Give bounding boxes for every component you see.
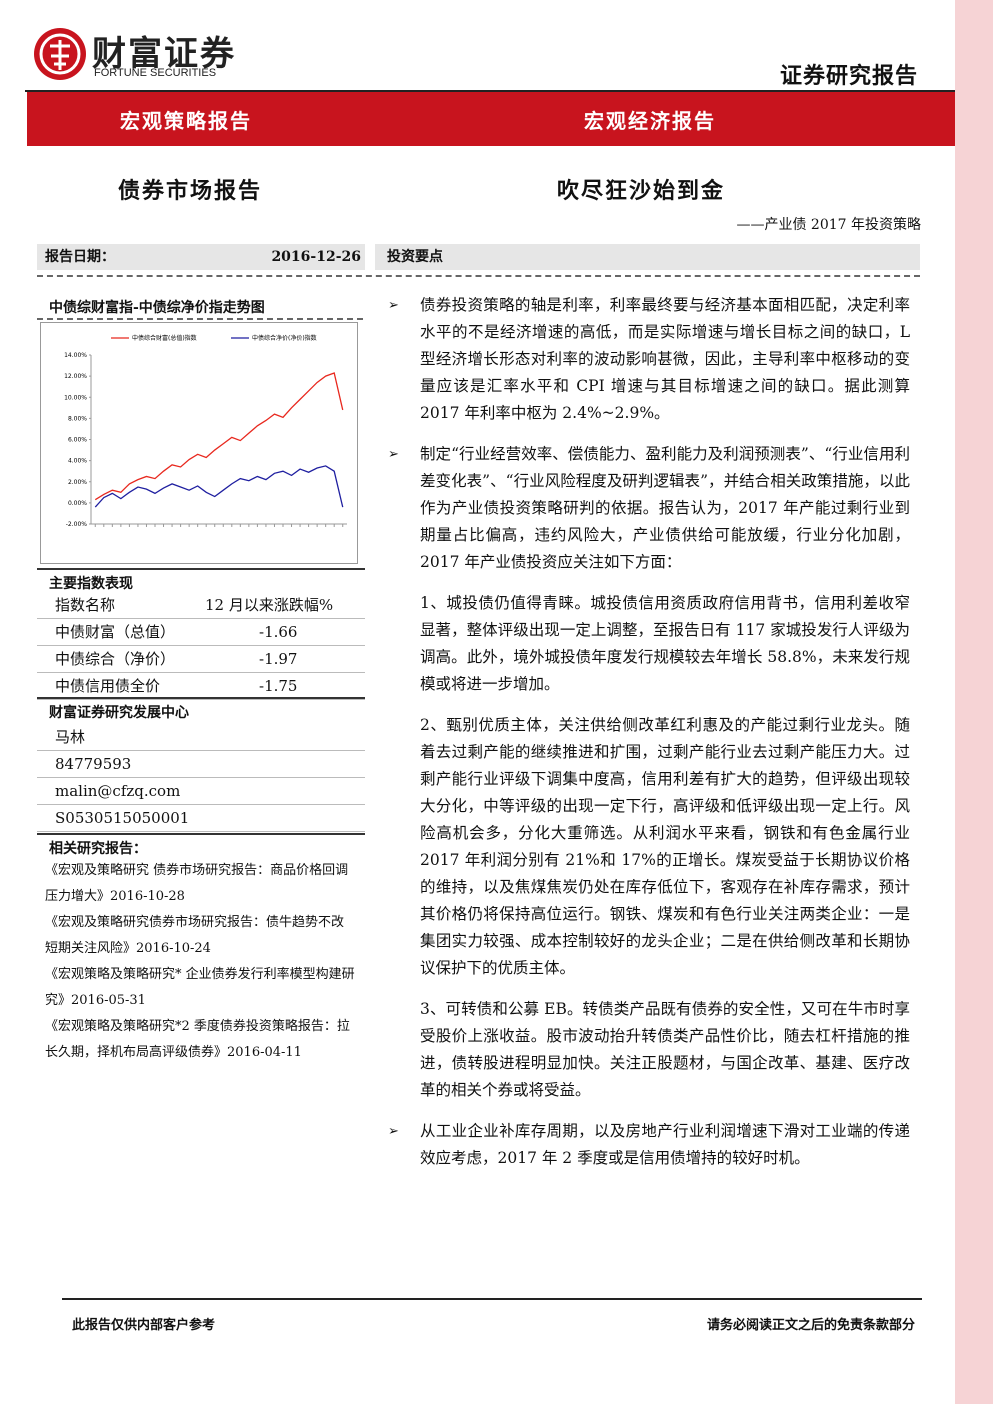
rule: [25, 90, 955, 92]
related-item: 《宏观及策略研究债券市场研究报告：债牛趋势不改 短期关注风险》2016-10-2…: [45, 915, 345, 956]
index-row: 中债财富（总值） -1.66: [37, 619, 365, 646]
bullet-point: ➢ 债券投资策略的轴是利率，利率最终要与经济基本面相匹配，决定利率水平的不是经济增…: [388, 292, 910, 427]
index-row: 中债综合（净价） -1.97: [37, 646, 365, 673]
index-name: 中债综合（净价）: [55, 650, 176, 668]
bullet-text: 制定“行业经营效率、偿债能力、盈利能力及利润预测表”、“行业信用利差变化表”、“…: [420, 445, 910, 571]
section-title: 债券市场报告: [118, 178, 263, 204]
chart-title: 中债综财富指-中债综净价指走势图: [49, 300, 265, 316]
rule: [62, 1298, 922, 1300]
subtitle: ——产业债 2017 年投资策略: [736, 217, 921, 233]
y-tick-label: 10.00%: [64, 394, 87, 401]
doc-type: 证券研究报告: [780, 63, 919, 89]
numbered-item: 2、甄别优质主体，关注供给侧改革红利惠及的产能过剩行业龙头。随着去过剩产能的继续…: [420, 716, 910, 977]
y-tick-label: 14.00%: [64, 352, 87, 359]
dash-rule: [37, 275, 920, 277]
contact: S0530515050001: [37, 805, 365, 832]
y-tick-label: 0.00%: [68, 500, 87, 507]
bullet-point: ➢ 从工业企业补库存周期，以及房地产行业利润增速下滑对工业端的传递效应考虑，201…: [388, 1118, 910, 1172]
chart: -2.00% 0.00% 2.00% 4.00% 6.00% 8.00% 10.00% 12.…: [40, 322, 358, 564]
index-row: 中债信用债全价 -1.75: [37, 673, 365, 700]
index-value: -1.66: [259, 623, 298, 641]
center-title: 财富证券研究发展中心: [37, 697, 365, 722]
y-tick-label: 6.00%: [68, 437, 87, 444]
line-series: [94, 465, 344, 508]
banner-left: 宏观策略报告: [120, 109, 252, 133]
index-value: -1.75: [259, 677, 298, 695]
side-stripe: [955, 0, 993, 1404]
bullet-point: ➢ 制定“行业经营效率、偿债能力、盈利能力及利润预测表”、“行业信用利差变化表”、…: [388, 441, 910, 1104]
index-name: 中债财富（总值）: [55, 623, 176, 641]
legend-label: 中债综合净价(净价)指数: [252, 334, 317, 342]
contact: malin@cfzq.com: [37, 778, 365, 805]
heading: 投资要点: [387, 249, 443, 265]
numbered-item: 3、可转债和公募 EB。转债类产品既有债券的安全性，又可在牛市时享受股价上涨收益…: [420, 1000, 910, 1099]
date-bar: 报告日期： 2016-12-26: [37, 244, 365, 270]
footer-right: 请务必阅读正文之后的免责条款部分: [706, 1318, 915, 1333]
footer-left: 此报告仅供内部客户参考: [72, 1318, 216, 1333]
related-list: 《宏观及策略研究 债券市场研究报告：商品价格回调压力增大》2016-10-28 《…: [45, 858, 361, 1066]
index-header: 指数名称 12 月以来涨跌幅%: [37, 592, 365, 619]
related-item: 《宏观及策略研究 债券市场研究报告：商品价格回调压力增大》2016-10-28: [45, 863, 349, 904]
dash-rule: [37, 318, 363, 320]
bullet-text: 债券投资策略的轴是利率，利率最终要与经济基本面相匹配，决定利率水平的不是经济增速…: [420, 296, 910, 422]
numbered-item: 1、城投债仍值得青睐。城投债信用资质政府信用背书，信用利差收窄显著，整体评级出现…: [420, 594, 910, 693]
line-series: [94, 372, 344, 501]
bullet-text: 从工业企业补库存周期，以及房地产行业利润增速下滑对工业端的传递效应考虑，2017…: [420, 1122, 910, 1167]
date-label: 报告日期：: [45, 249, 115, 265]
index-title: 主要指数表现: [37, 568, 365, 593]
date: 2016-12-26: [271, 249, 361, 265]
bullet-icon: ➢: [388, 1124, 399, 1139]
y-tick-label: -2.00%: [66, 521, 88, 528]
index-value: -1.97: [259, 650, 298, 668]
related-title: 相关研究报告：: [37, 833, 365, 858]
brand-en: FORTUNE SECURITIES: [94, 67, 217, 79]
brand: 财富证券: [92, 34, 236, 74]
header-cell: 指数名称: [55, 596, 116, 614]
index-name: 中债信用债全价: [55, 677, 161, 695]
contact: 84779593: [37, 751, 365, 778]
header-cell: 12 月以来涨跌幅%: [205, 596, 334, 614]
banner: 宏观策略报告 宏观经济报告: [27, 92, 955, 146]
contact: 马林: [37, 724, 365, 751]
legend-label: 中债综合财富(总值)指数: [132, 334, 197, 342]
y-tick-label: 4.00%: [68, 458, 87, 465]
related-item: 《宏观策略及策略研究* 企业债券发行利率模型构建研究》2016-05-31: [45, 967, 355, 1008]
main-text: ➢ 债券投资策略的轴是利率，利率最终要与经济基本面相匹配，决定利率水平的不是经济增…: [388, 292, 910, 1186]
bullet-icon: ➢: [388, 447, 399, 462]
y-tick-label: 2.00%: [68, 479, 87, 486]
banner-right: 宏观经济报告: [584, 109, 716, 133]
logo: [34, 28, 86, 80]
y-tick-label: 8.00%: [68, 415, 87, 422]
bullet-icon: ➢: [388, 298, 399, 313]
y-tick-label: 12.00%: [64, 373, 87, 380]
related-item: 《宏观策略及策略研究*2 季度债券投资策略报告：拉长久期，择机布局高评级债券》2…: [45, 1019, 350, 1060]
main-title: 吹尽狂沙始到金: [557, 178, 726, 204]
heading-bar: 投资要点: [375, 244, 920, 270]
